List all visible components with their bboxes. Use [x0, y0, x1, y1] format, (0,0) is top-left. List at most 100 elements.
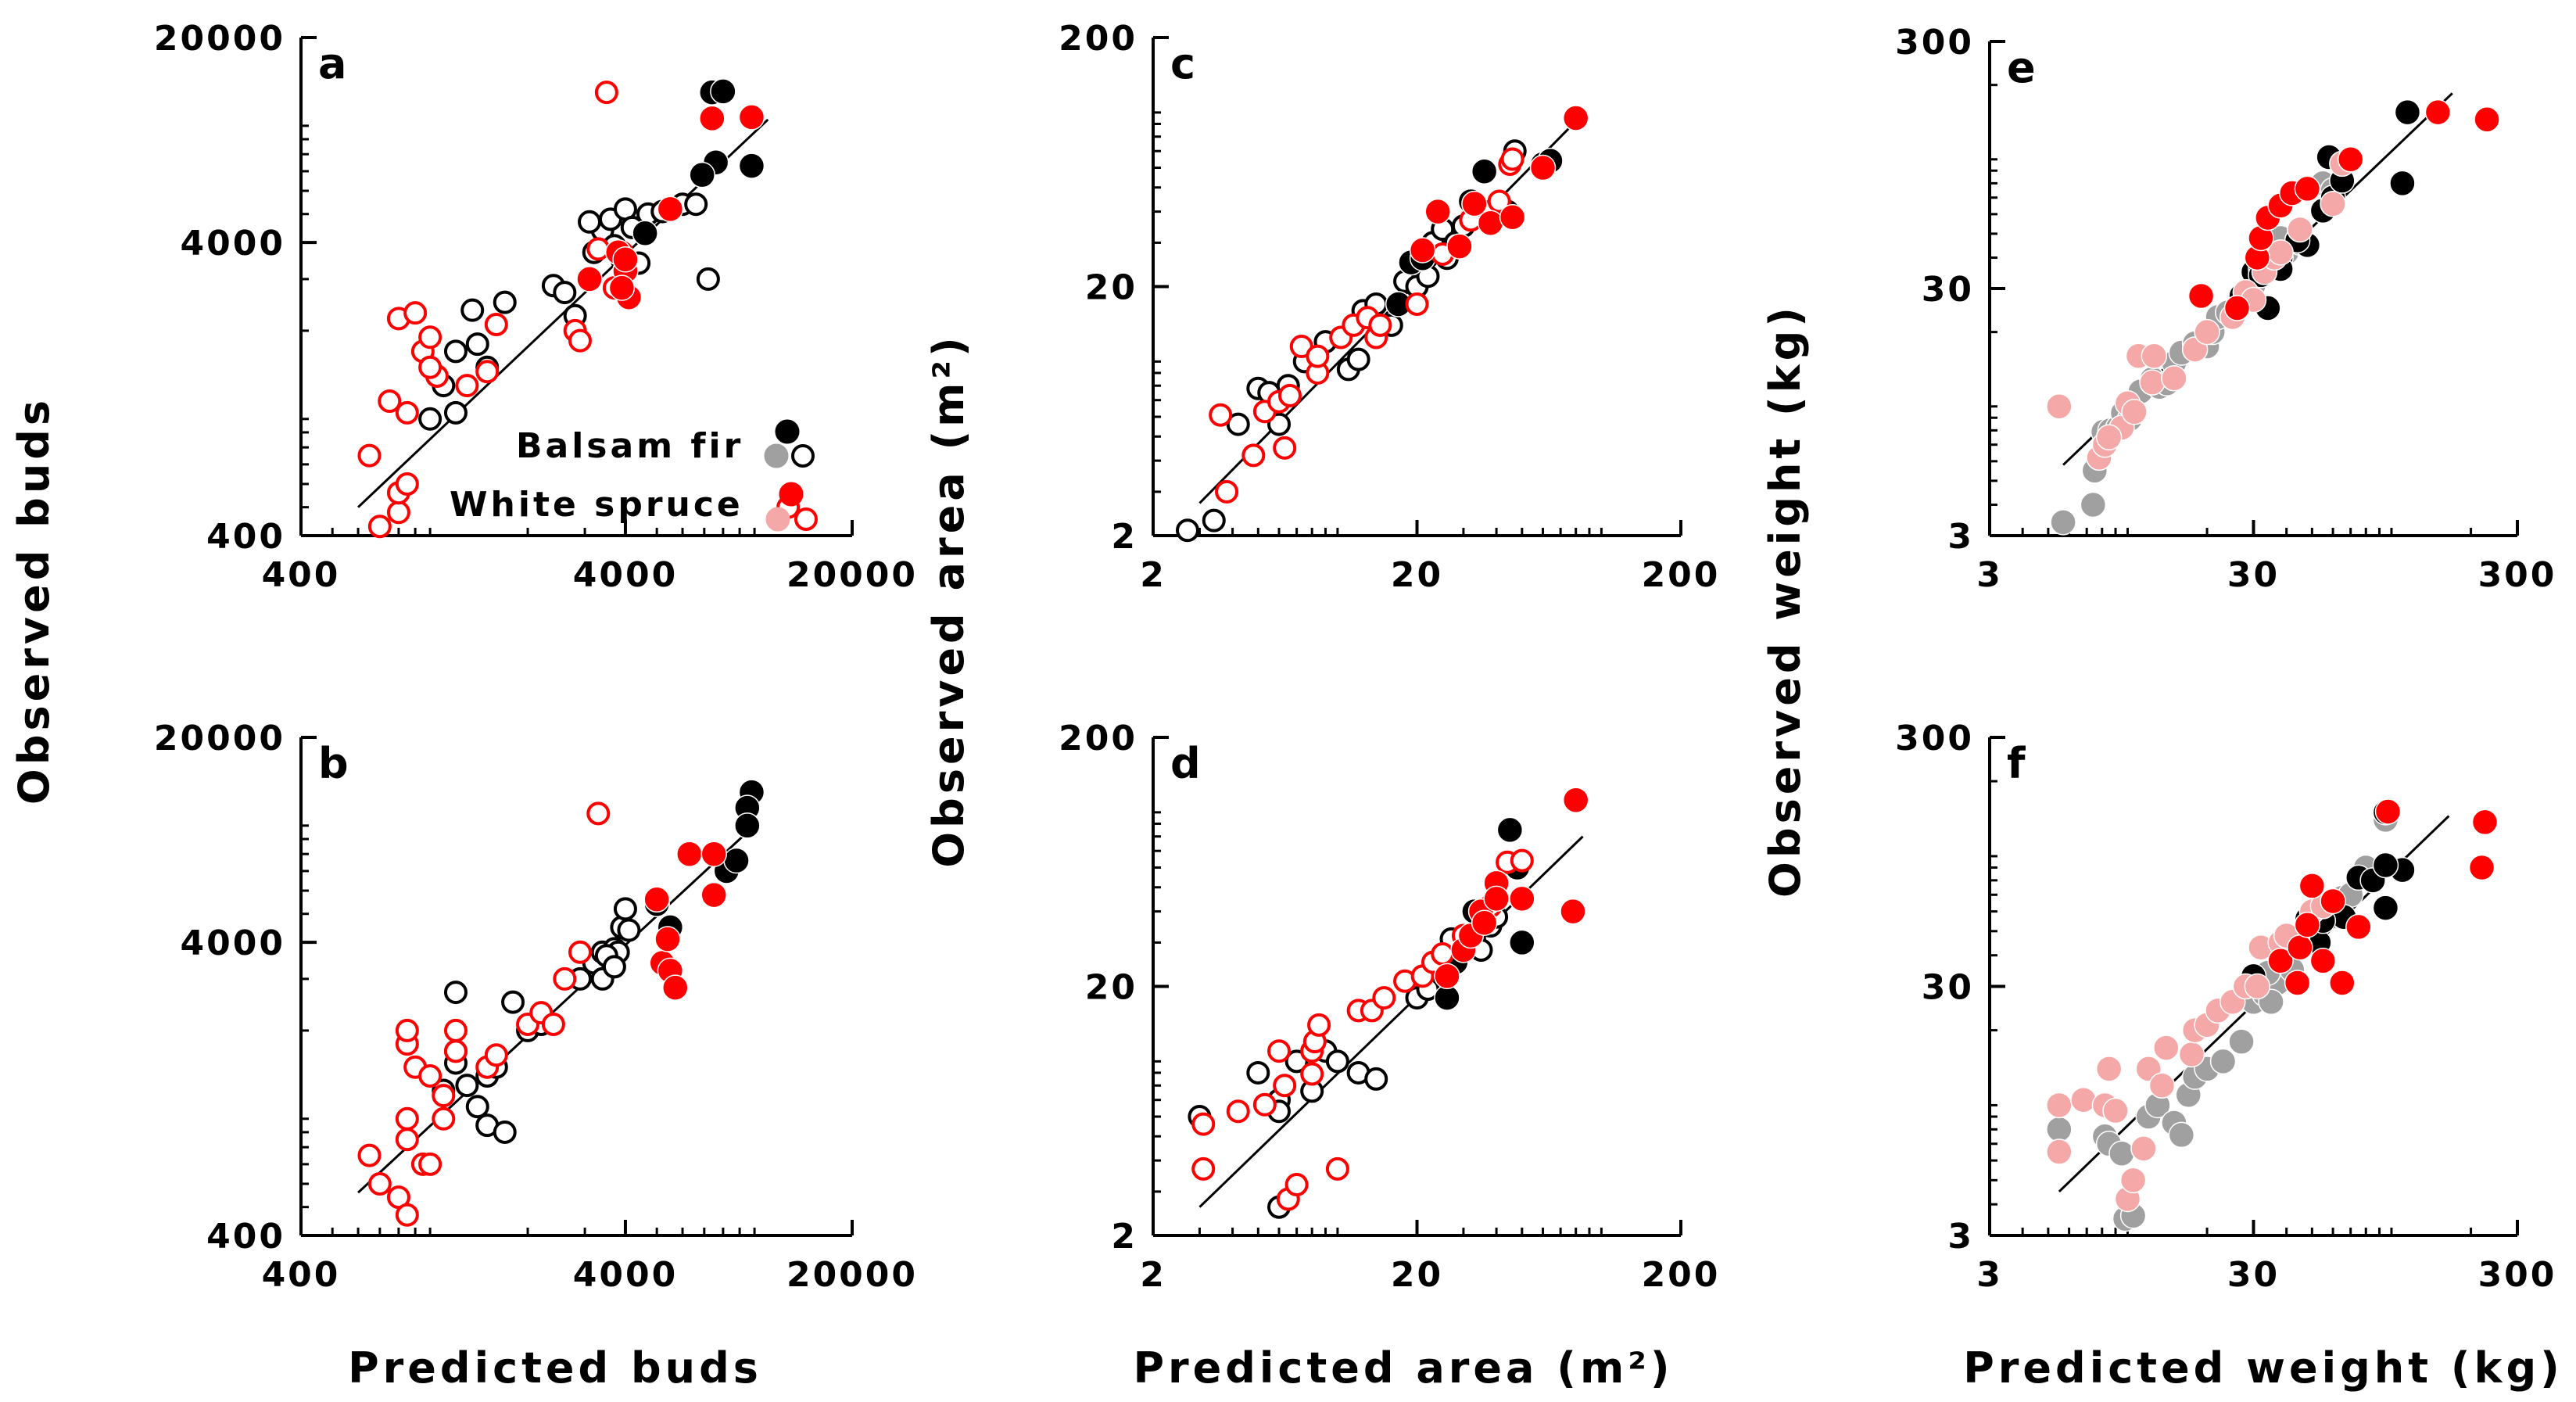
data-point	[1560, 899, 1585, 924]
x-tick-label: 2	[1140, 1255, 1166, 1295]
data-point	[1564, 787, 1589, 812]
data-point	[2288, 217, 2313, 242]
data-point	[395, 1203, 419, 1227]
data-point	[2131, 1136, 2156, 1161]
data-point	[484, 312, 508, 336]
data-point	[418, 407, 442, 431]
y-tick-label: 400	[206, 1217, 285, 1257]
data-point	[2211, 1049, 2236, 1074]
data-point	[1431, 941, 1455, 966]
data-point	[1300, 1062, 1324, 1086]
data-point	[1372, 986, 1396, 1010]
data-point-rim	[1461, 190, 1488, 217]
y-tick-label: 200	[1059, 19, 1138, 59]
data-point-rim	[2121, 399, 2148, 425]
data-point	[460, 298, 485, 322]
data-point	[367, 515, 392, 539]
data-point-rim	[2153, 1034, 2180, 1061]
data-point-rim	[1509, 929, 1535, 956]
data-point-rim	[2389, 170, 2416, 197]
data-point-rim	[576, 266, 603, 292]
data-point-rim	[2284, 970, 2311, 996]
data-point	[1364, 1067, 1388, 1091]
data-point	[2189, 283, 2214, 308]
data-point	[2472, 809, 2497, 834]
legend-balsam-fir: Balsam fir	[516, 426, 743, 466]
data-point-rim	[643, 886, 670, 913]
panel-f: 3 30 300 3 30 300 f	[1895, 719, 2554, 1295]
data-point-rim	[2220, 988, 2246, 1016]
y-tick-label: 20	[1085, 268, 1138, 308]
data-point-rim	[2095, 1056, 2123, 1082]
data-point	[395, 472, 419, 496]
x-tick-label: 20	[1391, 1255, 1443, 1295]
data-point	[386, 500, 410, 525]
y-tick-label: 20	[1085, 968, 1138, 1008]
data-point-rim	[2161, 365, 2187, 392]
data-point	[1306, 344, 1330, 368]
data-point	[1191, 1156, 1216, 1181]
data-point	[1273, 436, 1297, 460]
data-point	[1284, 1172, 1309, 1196]
data-point	[2395, 100, 2420, 125]
panel-b: 400 4000 20000 400 4000 20000 b	[154, 719, 915, 1295]
data-point	[1497, 817, 1522, 842]
y-tick-label: 3	[1947, 517, 1974, 557]
legend-marker-fir-gray	[764, 443, 789, 468]
data-point	[443, 1018, 468, 1042]
y-label-area: Observed area (m²)	[924, 333, 973, 867]
data-point	[1209, 403, 1233, 427]
data-point-rim	[2468, 854, 2495, 881]
data-point	[2376, 799, 2401, 824]
data-point	[609, 275, 634, 300]
data-point	[2051, 510, 2076, 535]
data-point	[577, 267, 602, 292]
data-point	[1410, 238, 1435, 263]
data-point	[2268, 240, 2293, 265]
data-point	[594, 81, 618, 105]
data-point	[1368, 313, 1392, 337]
data-point	[443, 339, 468, 364]
panel-label-c: c	[1170, 39, 1195, 88]
data-point	[367, 1171, 392, 1196]
panel-label-e: e	[2007, 43, 2036, 92]
data-point-rim	[2095, 424, 2123, 451]
data-point	[2229, 1029, 2254, 1054]
data-point-rim	[2244, 973, 2271, 1000]
data-point	[1175, 518, 1199, 543]
data-point	[443, 400, 468, 425]
data-point	[2047, 1092, 2072, 1117]
data-point	[1226, 1099, 1250, 1124]
legend: Balsam fir White spruce	[450, 419, 818, 532]
data-point-rim	[2424, 99, 2452, 126]
y-tick-label: 4000	[181, 923, 285, 963]
data-point	[1510, 848, 1534, 873]
data-point	[465, 332, 489, 357]
data-point	[395, 400, 419, 425]
data-point-rim	[2474, 106, 2500, 133]
data-point	[1472, 159, 1497, 184]
legend-marker-fir-filled	[775, 419, 800, 444]
data-point-rim	[1560, 898, 1586, 925]
data-point	[613, 247, 638, 272]
data-point	[568, 940, 593, 964]
data-point	[443, 981, 468, 1005]
data-point	[2373, 852, 2398, 877]
data-point-rim	[700, 881, 727, 909]
data-point	[553, 281, 577, 305]
data-point	[1273, 1074, 1297, 1098]
data-point	[432, 1106, 456, 1131]
legend-marker-spruce-open	[794, 507, 818, 531]
data-point	[684, 192, 708, 217]
data-point	[657, 196, 683, 221]
data-point	[553, 966, 577, 991]
data-point-rim	[2187, 282, 2215, 310]
data-point	[432, 1084, 456, 1108]
data-point-rim	[2287, 216, 2313, 243]
data-point-rim	[1434, 963, 1460, 990]
data-point	[2288, 935, 2313, 960]
data-point	[2474, 107, 2499, 132]
data-point-rim	[700, 841, 727, 867]
data-point-rim	[2337, 146, 2364, 173]
